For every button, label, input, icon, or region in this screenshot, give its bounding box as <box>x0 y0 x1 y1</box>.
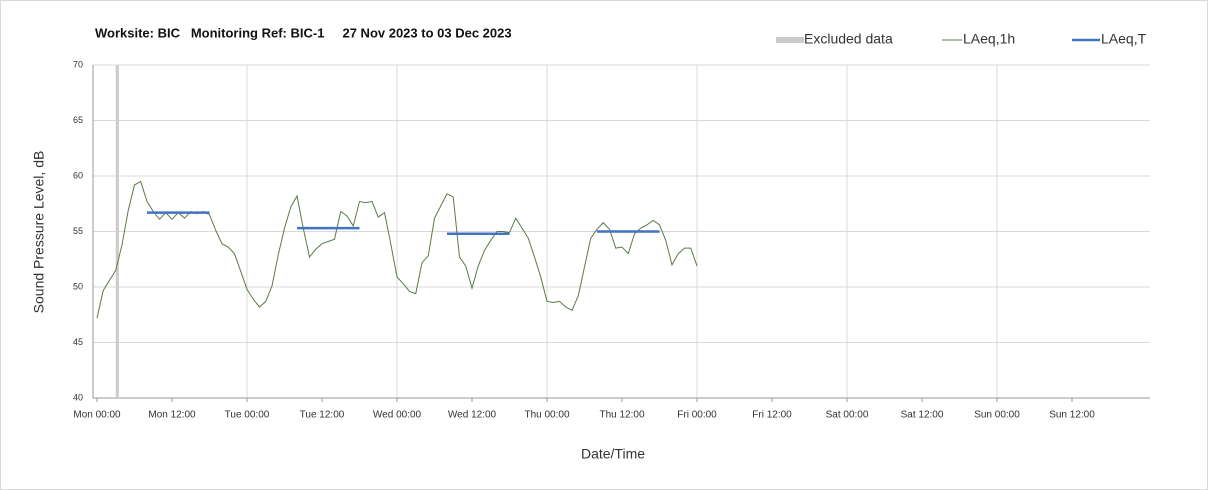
x-tick-label: Fri 00:00 <box>677 410 717 421</box>
excluded-region <box>115 65 119 398</box>
y-tick-label: 45 <box>73 337 83 347</box>
x-tick-label: Sun 00:00 <box>974 410 1020 421</box>
x-tick-label: Wed 00:00 <box>373 410 422 421</box>
x-tick-label: Sun 12:00 <box>1049 410 1095 421</box>
x-tick-label: Mon 00:00 <box>73 410 121 421</box>
y-tick-label: 50 <box>73 281 83 291</box>
chart-title: Worksite: BIC Monitoring Ref: BIC-1 27 N… <box>95 25 512 40</box>
x-tick-label: Fri 12:00 <box>752 410 792 421</box>
y-tick-label: 70 <box>73 59 83 69</box>
x-tick-label: Mon 12:00 <box>148 410 196 421</box>
x-tick-label: Tue 00:00 <box>225 410 270 421</box>
x-tick-label: Wed 12:00 <box>448 410 497 421</box>
legend-label: LAeq,1h <box>963 31 1015 47</box>
x-tick-label: Thu 00:00 <box>524 410 569 421</box>
x-tick-label: Sat 12:00 <box>901 410 944 421</box>
y-tick-label: 65 <box>73 115 83 125</box>
x-tick-label: Tue 12:00 <box>300 410 345 421</box>
x-axis-label: Date/Time <box>581 446 645 462</box>
y-tick-label: 60 <box>73 170 83 180</box>
y-tick-label: 55 <box>73 226 83 236</box>
legend-swatch <box>776 37 804 43</box>
x-tick-label: Sat 00:00 <box>826 410 869 421</box>
y-tick-label: 40 <box>73 392 83 402</box>
x-tick-label: Thu 12:00 <box>599 410 644 421</box>
legend-label: LAeq,T <box>1101 31 1147 47</box>
legend-label: Excluded data <box>804 31 893 47</box>
y-axis-label: Sound Pressure Level, dB <box>31 151 47 314</box>
